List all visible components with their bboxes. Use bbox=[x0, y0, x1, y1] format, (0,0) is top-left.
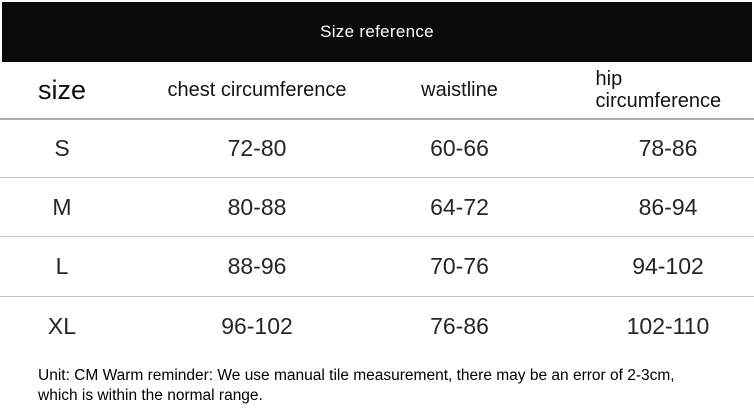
cell-chest: 88-96 bbox=[227, 253, 287, 279]
column-header-waist: waistline bbox=[421, 79, 498, 101]
column-header-chest: chest circumference bbox=[167, 79, 347, 101]
cell-size: XL bbox=[47, 312, 77, 339]
banner-title: Size reference bbox=[320, 22, 434, 41]
cell-chest: 96-102 bbox=[221, 312, 293, 339]
column-header-size: size bbox=[37, 74, 86, 105]
size-table: size chest circumference waistline hip c… bbox=[0, 62, 754, 355]
cell-hip: 102-110 bbox=[626, 312, 710, 339]
table-row-xl: XL 96-102 76-86 102-110 bbox=[0, 297, 754, 355]
size-chart-banner: Size reference bbox=[2, 2, 752, 62]
cell-chest: 72-80 bbox=[227, 135, 287, 161]
column-header-hip-label: hip circumference bbox=[595, 68, 722, 112]
cell-waist: 70-76 bbox=[430, 253, 489, 279]
cell-hip: 78-86 bbox=[638, 135, 698, 161]
measurement-note: Unit: CM Warm reminder: We use manual ti… bbox=[38, 367, 675, 404]
cell-size: S bbox=[54, 135, 70, 161]
cell-chest: 80-88 bbox=[227, 193, 287, 220]
table-row-l: L 88-96 70-76 94-102 bbox=[0, 237, 754, 297]
cell-size: L bbox=[55, 253, 69, 279]
cell-waist: 64-72 bbox=[430, 193, 489, 220]
cell-waist: 76-86 bbox=[430, 312, 489, 339]
table-header-row: size chest circumference waistline hip c… bbox=[0, 62, 754, 120]
table-row-s: S 72-80 60-66 78-86 bbox=[0, 120, 754, 178]
table-row-m: M 80-88 64-72 86-94 bbox=[0, 178, 754, 237]
cell-hip: 94-102 bbox=[632, 253, 704, 279]
cell-size: M bbox=[52, 193, 72, 220]
column-header-hip: hip circumference bbox=[529, 68, 754, 112]
cell-hip: 86-94 bbox=[638, 193, 698, 220]
cell-waist: 60-66 bbox=[430, 135, 489, 161]
